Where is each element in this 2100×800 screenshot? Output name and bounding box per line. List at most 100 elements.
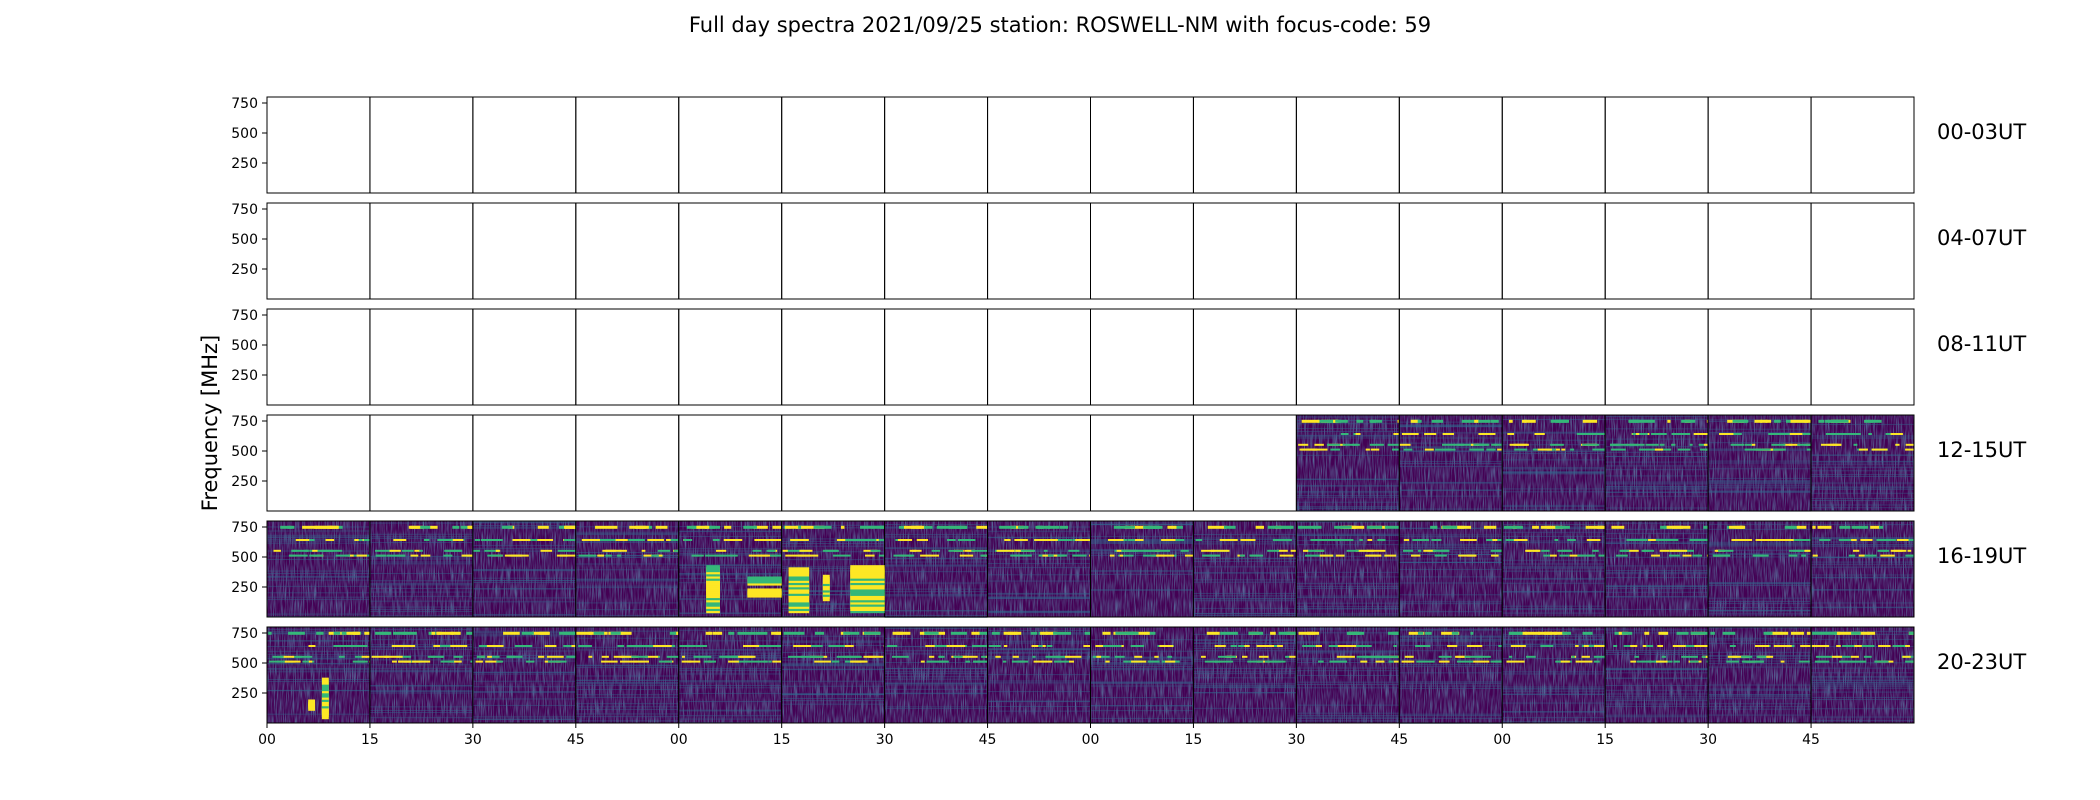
spectral-streak (369, 668, 473, 670)
spectral-streak (987, 537, 1091, 539)
rfi-band (629, 525, 646, 529)
rfi-band (1510, 645, 1526, 647)
panel-frame (1707, 202, 1812, 300)
spectral-streak (1193, 685, 1297, 687)
spectrogram-panel (1192, 520, 1297, 618)
spectral-streak (1090, 717, 1194, 719)
rfi-band (1399, 443, 1411, 446)
rfi-band (1657, 448, 1672, 451)
spectral-streak (1708, 703, 1812, 705)
spectral-streak (884, 627, 988, 629)
rfi-band (1583, 645, 1589, 647)
rfi-band (799, 549, 813, 552)
spectral-streak (1605, 586, 1709, 588)
rfi-band (605, 554, 612, 557)
spectral-streak (1708, 637, 1812, 639)
rfi-band (268, 660, 283, 663)
spectral-streak (369, 542, 473, 544)
rfi-band (1255, 525, 1265, 529)
rfi-band (1645, 419, 1655, 423)
spectral-streak (1811, 454, 1914, 456)
rfi-band (433, 645, 444, 647)
rfi-band (1230, 645, 1238, 647)
rfi-band (1242, 655, 1248, 658)
rfi-band (851, 660, 862, 663)
spectral-streak (781, 693, 885, 695)
rfi-band (1412, 539, 1430, 541)
spectral-streak (267, 650, 370, 652)
spectral-streak (575, 675, 679, 677)
rfi-band (843, 655, 861, 658)
spectrogram-panel (1810, 520, 1915, 618)
spectral-streak (1090, 543, 1194, 545)
rfi-band (521, 631, 534, 635)
rfi-band (1034, 539, 1046, 541)
y-tick-label: 250 (231, 262, 258, 278)
rfi-band (1815, 655, 1832, 658)
spectral-streak (678, 649, 782, 651)
rfi-band (1135, 539, 1144, 541)
spectral-streak (267, 668, 370, 670)
rfi-band (1852, 549, 1860, 552)
rfi-band (445, 549, 463, 552)
rfi-band (1864, 419, 1873, 423)
rfi-band (1644, 549, 1650, 552)
panel-frame (1501, 308, 1606, 406)
rfi-band (1522, 631, 1527, 635)
spectral-streak (1502, 688, 1606, 690)
rfi-band (1719, 433, 1734, 435)
rfi-band (1550, 443, 1564, 446)
rfi-band (1725, 433, 1742, 435)
spectral-streak (781, 524, 885, 526)
spectral-streak (1811, 524, 1914, 526)
rfi-band (1355, 433, 1360, 435)
rfi-band (1302, 549, 1309, 552)
spectral-streak (575, 609, 679, 611)
rfi-band (613, 655, 625, 658)
rfi-band (928, 655, 935, 658)
spectrogram-panel (575, 414, 680, 512)
rfi-band (1825, 433, 1841, 435)
spectral-streak (1708, 468, 1812, 470)
spectral-streak (1605, 573, 1709, 575)
rfi-band (1765, 419, 1772, 423)
burst (747, 588, 782, 598)
spectral-streak (1811, 667, 1914, 669)
rfi-band (1760, 419, 1768, 423)
spectral-streak (1399, 547, 1503, 549)
spectral-streak (1708, 666, 1812, 668)
rfi-band (1666, 525, 1684, 529)
spectral-streak (1399, 717, 1503, 719)
spectral-streak (1708, 545, 1812, 547)
spectral-streak (987, 655, 1091, 657)
spectrogram-panel (884, 202, 989, 300)
spectrogram-panel (1192, 308, 1297, 406)
panel-frame (1604, 308, 1709, 406)
spectral-streak (1399, 665, 1503, 667)
spectral-streak (1708, 603, 1812, 605)
rfi-band (1132, 631, 1150, 635)
spectral-streak (1296, 687, 1400, 689)
spectral-streak (1502, 567, 1606, 569)
burst (822, 574, 830, 602)
spectral-streak (781, 594, 885, 596)
spectrogram-noise (1090, 521, 1194, 617)
rfi-band (1055, 655, 1060, 658)
spectrogram-noise (1399, 415, 1503, 511)
spectral-streak (1193, 692, 1297, 694)
rfi-band (485, 660, 502, 663)
panel-frame (1192, 202, 1297, 300)
rfi-band (1046, 631, 1058, 635)
rfi-band (600, 539, 605, 541)
spectrogram-panel (678, 96, 783, 194)
rfi-band (1203, 554, 1221, 557)
rfi-band (892, 631, 911, 635)
panel-frame (1604, 96, 1709, 194)
rfi-band (295, 539, 310, 541)
rfi-band (1411, 554, 1421, 557)
rfi-band (755, 645, 768, 647)
rfi-band (1312, 525, 1322, 529)
spectral-streak (1193, 647, 1297, 649)
spectral-streak (781, 527, 885, 529)
burst (321, 677, 329, 720)
